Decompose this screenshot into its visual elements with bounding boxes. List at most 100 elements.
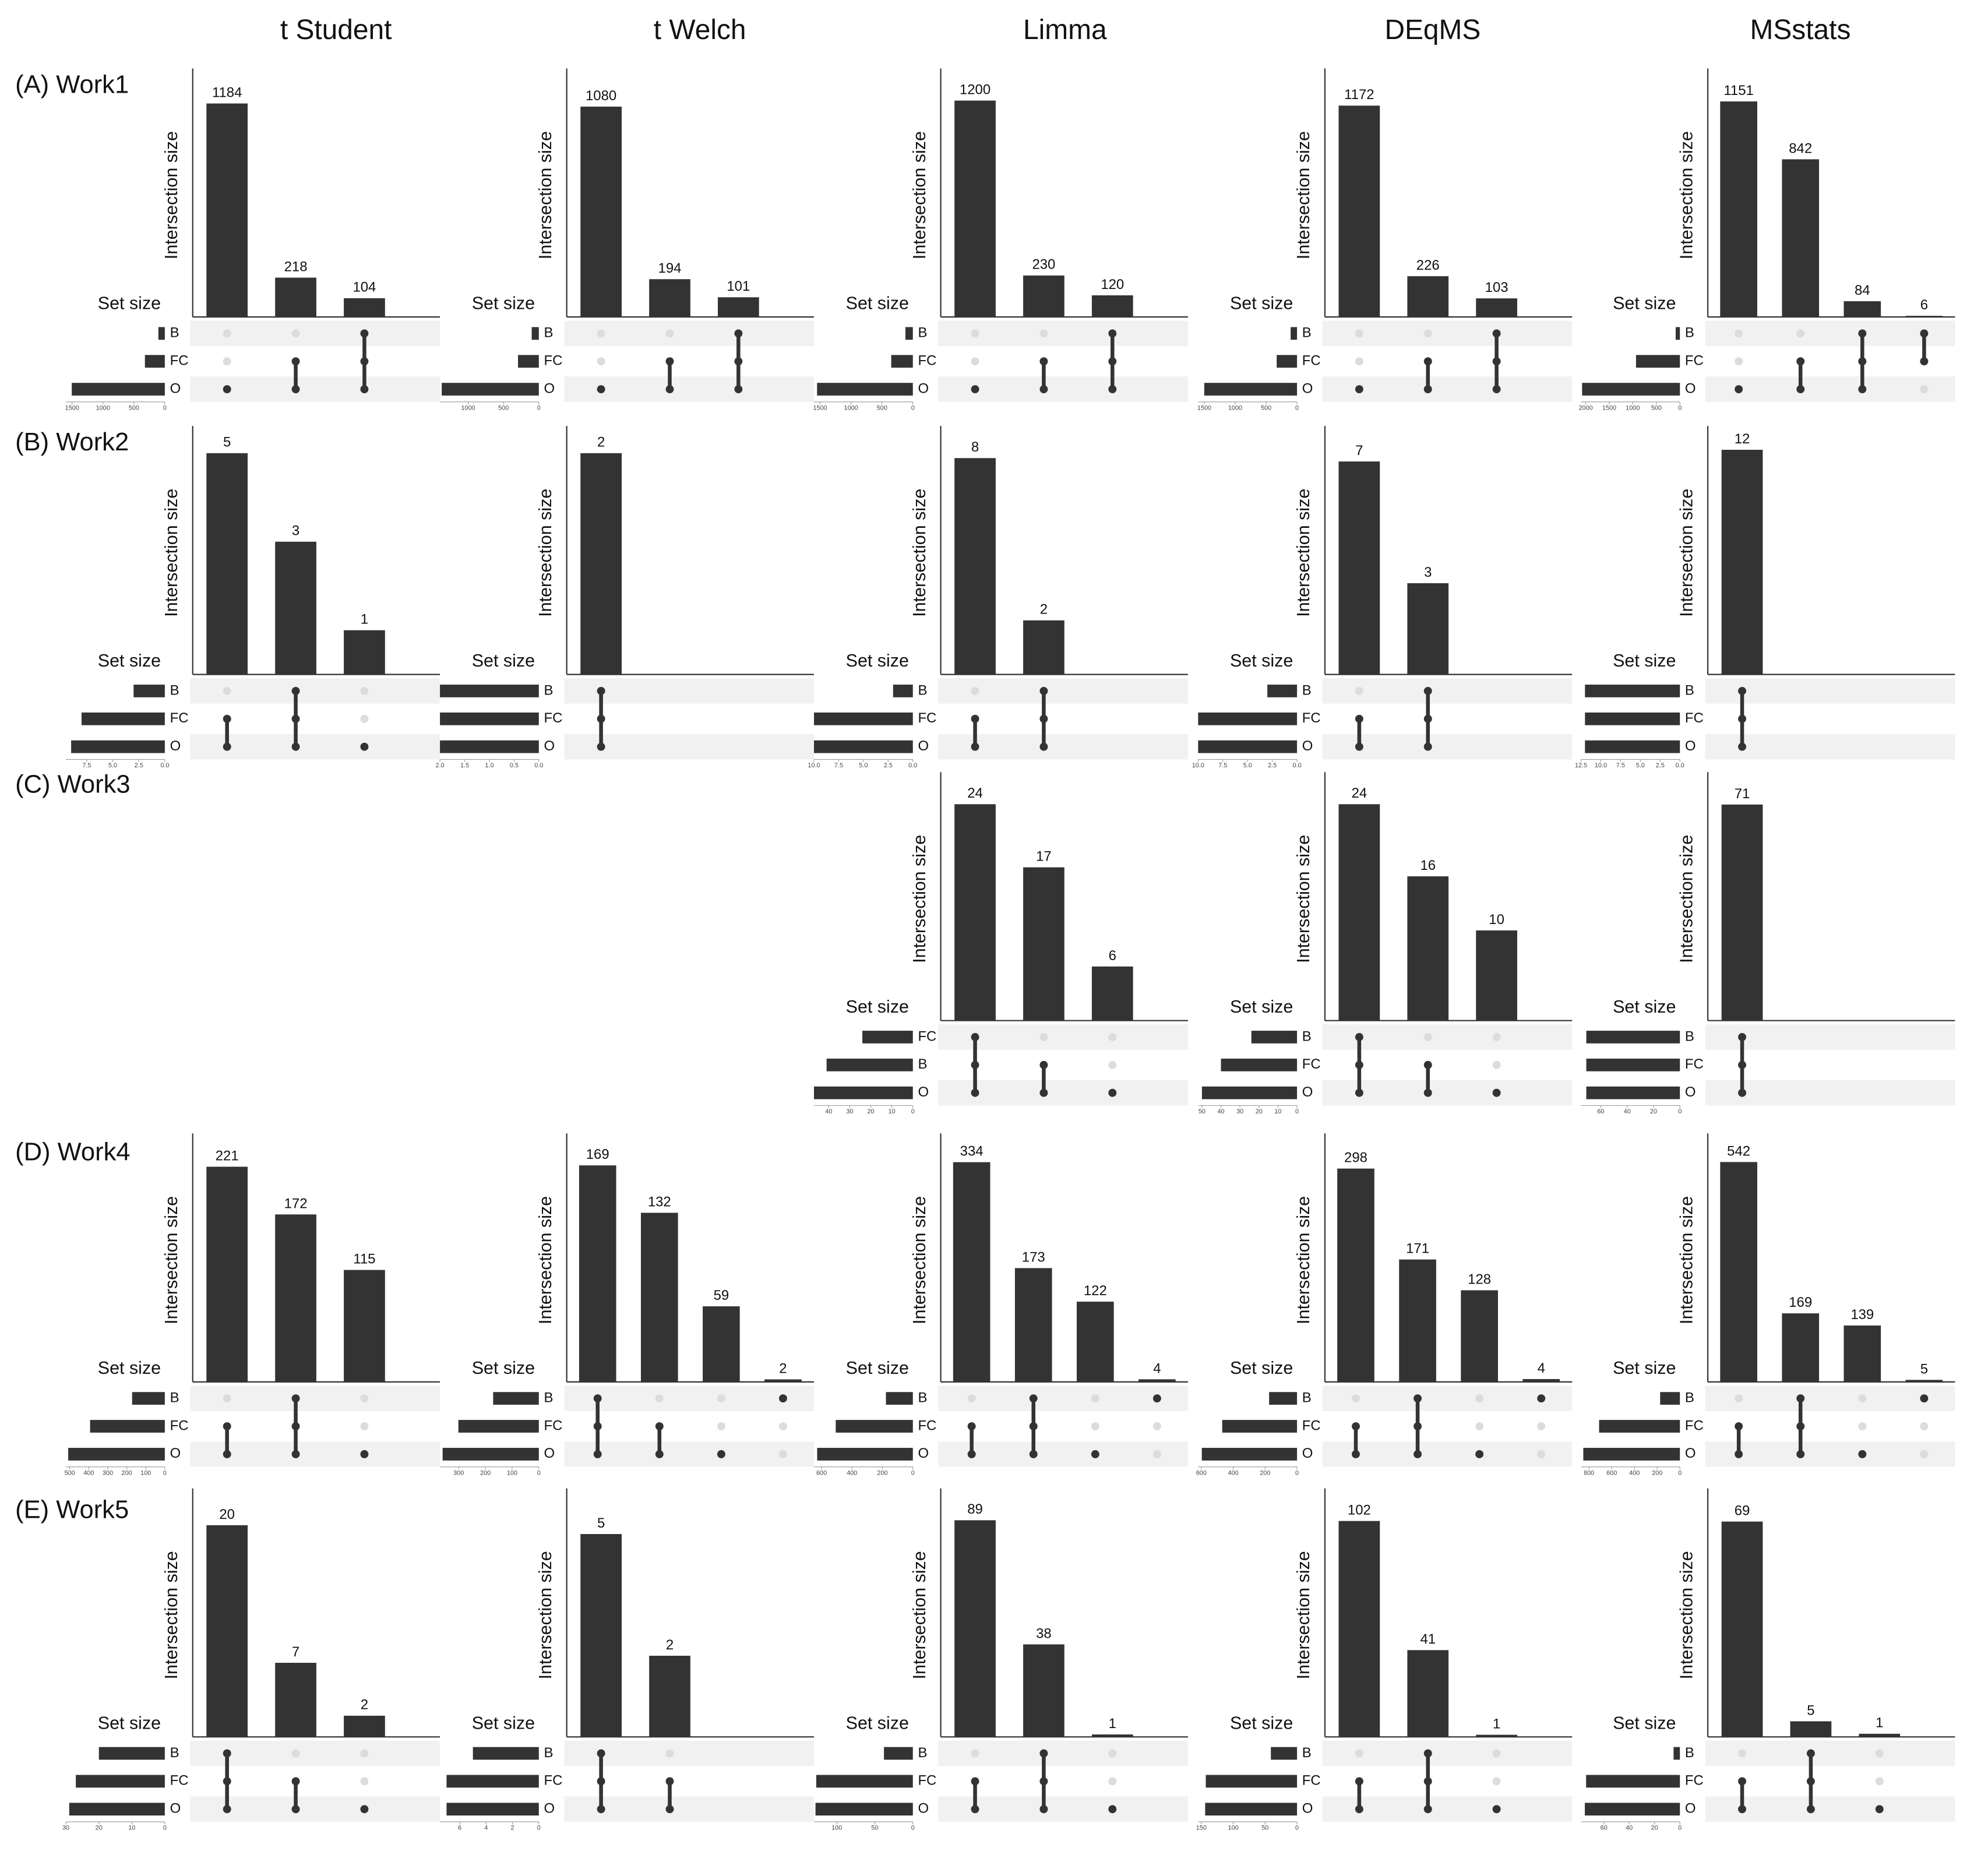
set-size-bar — [1586, 1058, 1680, 1071]
value-label: 169 — [1789, 1295, 1812, 1310]
bar — [953, 1162, 991, 1382]
membership-dot — [1352, 1422, 1360, 1430]
membership-dot — [1738, 1749, 1746, 1758]
set-size-tick-label: 10 — [1274, 1108, 1281, 1115]
membership-dot — [665, 329, 674, 338]
value-label: 3 — [292, 523, 299, 539]
row-label: (C) Work3 — [15, 771, 130, 799]
membership-dot — [1492, 329, 1501, 338]
membership-dot — [1039, 1777, 1048, 1786]
membership-dot — [1152, 1394, 1161, 1403]
set-size-bar — [1599, 1420, 1680, 1433]
set-name: B — [170, 682, 179, 698]
set-size-bar — [446, 1775, 539, 1788]
set-size-label: Set size — [846, 1713, 909, 1733]
set-name: FC — [918, 1773, 936, 1789]
set-name: O — [170, 380, 181, 396]
value-label: 69 — [1735, 1503, 1750, 1518]
set-size-tick-label: 7.5 — [82, 762, 91, 769]
set-size-bar — [1206, 1775, 1298, 1788]
y-axis-label: Intersection size — [1676, 835, 1696, 963]
membership-dot — [597, 714, 605, 723]
membership-dot — [971, 1033, 979, 1041]
matrix-band — [190, 678, 440, 704]
membership-dot — [967, 1394, 976, 1403]
membership-dot — [717, 1394, 725, 1403]
set-size-tick-label: 500 — [1651, 405, 1662, 412]
set-size-tick-label: 0 — [1678, 1825, 1682, 1832]
set-size-label: Set size — [98, 293, 161, 313]
membership-dot — [1492, 1060, 1501, 1069]
matrix-band — [1705, 678, 1955, 704]
membership-dot — [665, 1805, 674, 1814]
membership-dot — [665, 1777, 674, 1786]
bar — [1476, 298, 1517, 318]
set-size-label: Set size — [472, 1713, 535, 1733]
bar — [1338, 105, 1380, 318]
set-size-bar — [1267, 685, 1298, 697]
matrix-band — [1705, 1796, 1955, 1822]
matrix-band — [564, 1385, 815, 1411]
set-size-tick-label: 2.5 — [135, 762, 143, 769]
membership-dot — [1108, 1033, 1117, 1041]
set-size-tick-label: 60 — [1597, 1108, 1604, 1115]
set-name: O — [170, 738, 181, 754]
matrix-band — [1322, 1385, 1573, 1411]
bar — [1720, 101, 1757, 318]
matrix-band — [1322, 1740, 1573, 1767]
set-name: O — [1302, 1801, 1313, 1817]
membership-dot — [1352, 1450, 1360, 1458]
membership-dot — [734, 357, 743, 366]
set-size-label: Set size — [1230, 293, 1293, 313]
set-name: B — [170, 1745, 179, 1761]
value-label: 1200 — [960, 82, 991, 98]
set-size-label: Set size — [846, 293, 909, 313]
set-name: O — [918, 1084, 929, 1100]
membership-dot — [360, 1777, 369, 1786]
value-label: 115 — [353, 1251, 375, 1267]
set-size-bar — [886, 1392, 913, 1405]
membership-dot — [967, 1450, 976, 1458]
set-name: FC — [1302, 1773, 1321, 1789]
membership-dot — [223, 329, 231, 338]
membership-dot — [1355, 1777, 1363, 1786]
set-size-tick-label: 0 — [911, 1108, 915, 1115]
value-label: 1 — [1109, 1716, 1116, 1732]
set-size-tick-label: 2 — [511, 1825, 514, 1832]
set-size-tick-label: 200 — [1652, 1469, 1662, 1476]
value-label: 16 — [1420, 858, 1436, 873]
membership-dot — [1355, 385, 1363, 394]
set-size-bar — [440, 740, 539, 753]
matrix-band — [190, 320, 440, 347]
set-size-tick-label: 20 — [96, 1825, 103, 1832]
matrix-band — [938, 1385, 1188, 1411]
set-size-bar — [891, 355, 913, 368]
row-label: (D) Work4 — [15, 1138, 130, 1166]
bar — [275, 1662, 316, 1737]
membership-dot — [1920, 1450, 1929, 1458]
y-axis-label: Intersection size — [1676, 1196, 1696, 1324]
set-size-label: Set size — [1230, 997, 1293, 1017]
set-size-label: Set size — [1230, 651, 1293, 671]
set-name: B — [170, 1390, 179, 1405]
set-size-bar — [442, 1448, 539, 1461]
set-size-tick-label: 1.0 — [485, 762, 494, 769]
row-label: (A) Work1 — [15, 70, 129, 98]
set-name: FC — [544, 710, 563, 726]
set-size-bar — [1675, 327, 1680, 340]
membership-dot — [1355, 742, 1363, 751]
y-axis-label: Intersection size — [535, 489, 555, 617]
bar — [717, 297, 759, 318]
value-label: 4 — [1538, 1360, 1545, 1376]
y-axis-label: Intersection size — [910, 489, 929, 617]
set-size-bar — [836, 1420, 913, 1433]
value-label: 172 — [284, 1196, 308, 1211]
set-name: O — [170, 1445, 181, 1461]
y-axis-label: Intersection size — [1293, 1551, 1313, 1679]
bar — [954, 100, 996, 318]
y-axis-label: Intersection size — [535, 1196, 555, 1324]
membership-dot — [1423, 357, 1432, 366]
set-size-tick-label: 0 — [537, 1469, 541, 1476]
set-size-bar — [817, 1448, 913, 1461]
value-label: 103 — [1485, 280, 1508, 295]
